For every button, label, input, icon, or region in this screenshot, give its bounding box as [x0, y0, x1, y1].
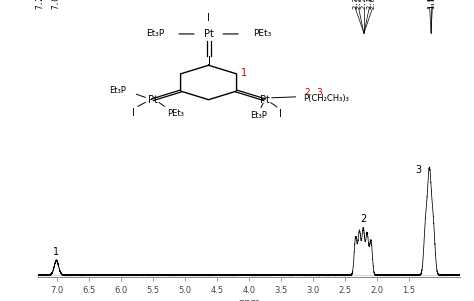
- Text: 2.20: 2.20: [361, 0, 367, 9]
- Text: 2.07: 2.07: [369, 0, 375, 9]
- Text: 2.28: 2.28: [356, 0, 362, 9]
- Text: Pt: Pt: [204, 29, 213, 39]
- Text: I: I: [207, 13, 210, 23]
- Text: Et₃P: Et₃P: [250, 111, 267, 120]
- Text: PEt₃: PEt₃: [167, 109, 184, 118]
- Text: 1.17: 1.17: [427, 0, 433, 9]
- Text: 2.12: 2.12: [366, 0, 372, 9]
- Text: Pt: Pt: [260, 95, 270, 105]
- Text: 1: 1: [54, 247, 60, 257]
- Text: 7.01: 7.01: [52, 0, 61, 9]
- Text: Et₃P: Et₃P: [146, 29, 164, 39]
- Text: 2: 2: [304, 88, 310, 97]
- Text: P(CH₂CH₃)₃: P(CH₂CH₃)₃: [303, 95, 349, 104]
- Text: PEt₃: PEt₃: [253, 29, 271, 39]
- Text: 3: 3: [415, 166, 421, 175]
- Text: Et₃P: Et₃P: [109, 86, 126, 95]
- X-axis label: ppm: ppm: [238, 298, 260, 301]
- Text: 3: 3: [316, 88, 322, 97]
- Text: 2: 2: [360, 213, 366, 224]
- Text: 1.15: 1.15: [428, 0, 434, 9]
- Text: I: I: [132, 108, 135, 118]
- Text: 2.33: 2.33: [353, 0, 359, 9]
- Text: 1.13: 1.13: [429, 0, 435, 9]
- Text: Pt: Pt: [147, 95, 157, 105]
- Text: 7.26: 7.26: [36, 0, 45, 9]
- Text: I: I: [279, 109, 282, 119]
- Text: 1: 1: [241, 68, 247, 78]
